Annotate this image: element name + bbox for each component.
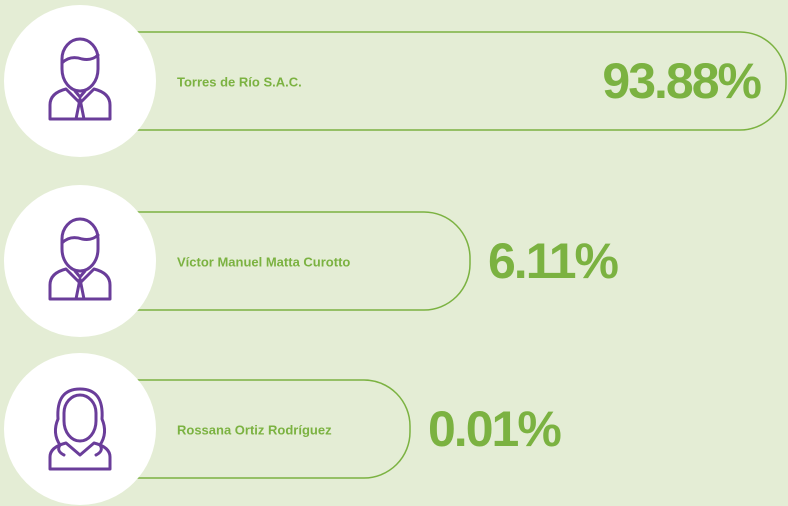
holder-share: 6.11% — [488, 233, 619, 289]
holder-name: Rossana Ortiz Rodríguez — [177, 422, 332, 437]
holder-share: 0.01% — [428, 401, 561, 457]
holder-share: 93.88% — [602, 53, 761, 109]
pill-outline — [120, 379, 411, 479]
avatar-circle — [4, 5, 156, 157]
pill-outline — [120, 211, 471, 311]
holder-name: Torres de Río S.A.C. — [177, 74, 302, 89]
avatar-circle — [4, 353, 156, 505]
pill-outline — [120, 31, 787, 131]
holder-name: Víctor Manuel Matta Curotto — [177, 254, 350, 269]
avatar-circle — [4, 185, 156, 337]
